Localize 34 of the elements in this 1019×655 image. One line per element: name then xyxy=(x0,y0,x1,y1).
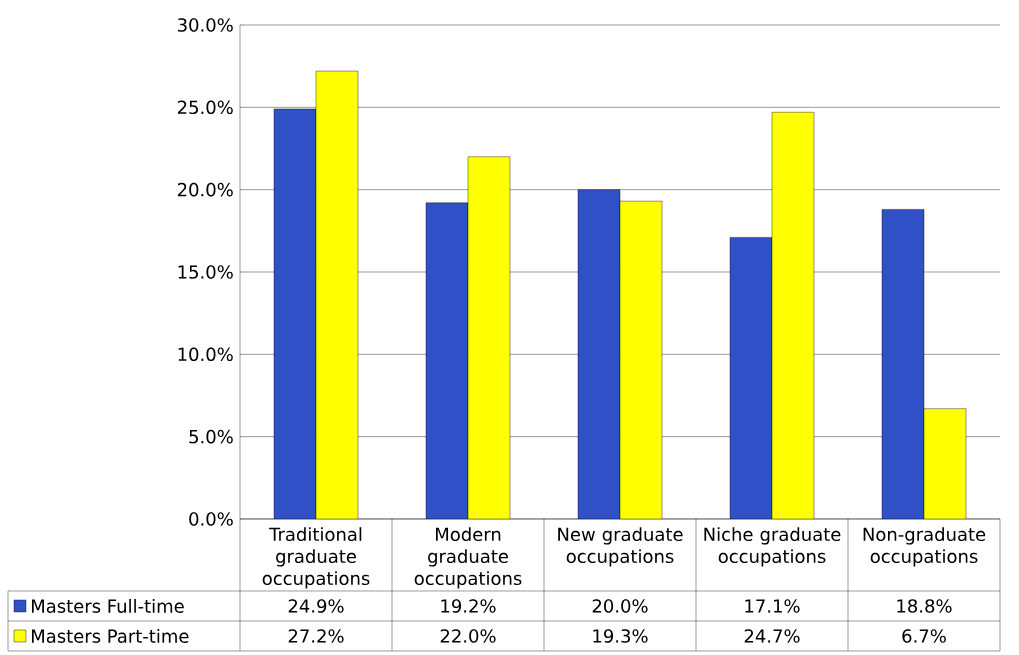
bar xyxy=(467,156,511,519)
y-tick-label: 20.0% xyxy=(177,182,233,197)
data-label: 19.3% xyxy=(593,629,648,643)
data-label: 27.2% xyxy=(288,629,344,643)
x-tick-label: Non-graduate occupations xyxy=(863,527,986,567)
bar xyxy=(771,112,815,519)
bar xyxy=(315,70,359,519)
data-label: 20.0% xyxy=(592,599,648,613)
data-label: 19.2% xyxy=(441,599,496,613)
data-label: 24.9% xyxy=(288,599,344,613)
data-label: 17.1% xyxy=(745,599,800,613)
bar xyxy=(425,202,469,519)
bar xyxy=(881,209,925,519)
y-tick-label: 30.0% xyxy=(178,18,233,32)
x-tick-label: New graduate occupations xyxy=(558,527,683,567)
bar xyxy=(729,237,773,519)
legend-label: Masters Part-time xyxy=(31,629,189,643)
x-tick-label: Niche graduate occupations xyxy=(704,527,841,567)
bar xyxy=(577,189,621,519)
data-label: 18.8% xyxy=(897,599,952,613)
bar xyxy=(923,408,967,519)
bar xyxy=(619,200,663,519)
x-tick-label: Traditional graduate occupations xyxy=(262,527,370,589)
data-label: 24.7% xyxy=(744,629,800,643)
data-label: 22.0% xyxy=(440,629,496,643)
legend-label: Masters Full-time xyxy=(31,599,184,613)
y-tick-label: 15.0% xyxy=(178,265,233,279)
bar xyxy=(273,108,317,519)
data-label: 6.7% xyxy=(902,629,946,643)
y-tick-label: 25.0% xyxy=(177,100,233,115)
y-tick-label: 5.0% xyxy=(189,429,233,444)
y-tick-label: 0.0% xyxy=(189,512,233,526)
x-tick-label: Modern graduate occupations xyxy=(414,527,522,589)
y-tick-label: 10.0% xyxy=(178,347,233,362)
